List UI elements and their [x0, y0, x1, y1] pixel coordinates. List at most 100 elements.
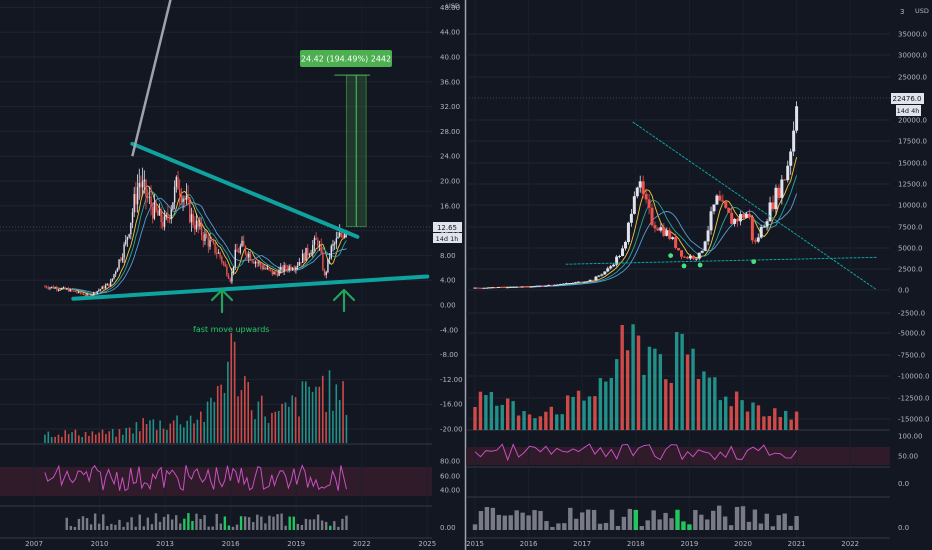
indicator-bar	[716, 505, 722, 530]
indicator-bar	[508, 515, 513, 530]
candle-body	[500, 286, 504, 288]
r-price-axis-label: 0.0	[898, 287, 909, 295]
indicator-bar	[752, 509, 758, 530]
candle-body	[96, 291, 98, 294]
l-time-axis-label: 2016	[222, 540, 240, 548]
l-price-axis-label: 32.00	[440, 103, 460, 111]
candle-body	[606, 268, 610, 272]
candle-body	[62, 287, 65, 289]
candle-body	[703, 241, 707, 251]
volume-bar	[267, 422, 270, 443]
trendline[interactable]	[71, 274, 430, 301]
candle-body	[573, 282, 577, 284]
r-price-axis-label: -15000.0	[898, 416, 929, 424]
indicator-bar	[158, 521, 162, 530]
candle-body	[61, 288, 63, 290]
candle-body	[591, 279, 595, 281]
indicator-bar	[746, 521, 752, 530]
indicator-bar	[219, 523, 223, 530]
candle-body	[109, 281, 112, 287]
candle-body	[330, 245, 332, 258]
volume-bar	[527, 414, 532, 430]
candle-body	[562, 283, 566, 285]
candle-body	[275, 272, 277, 274]
candle-body	[700, 250, 704, 253]
candle-body	[712, 204, 716, 212]
candle-body	[248, 253, 250, 258]
indicator-bar	[227, 525, 231, 530]
candle-body	[523, 286, 527, 288]
trendline[interactable]	[565, 256, 878, 265]
indicator-bar	[304, 518, 308, 530]
candle-body	[290, 265, 292, 270]
volume-bar	[142, 418, 144, 443]
l-time-axis-label: 2025	[418, 540, 436, 548]
r-price-axis-label: 35000.0	[898, 31, 927, 39]
candle-body	[662, 227, 666, 236]
indicator-bar	[627, 508, 633, 530]
r-time-axis-label: 2015	[466, 540, 484, 548]
r-time-axis-label: 2018	[627, 540, 645, 548]
trendline[interactable]	[632, 121, 878, 291]
volume-bar	[473, 406, 477, 430]
candle-body	[227, 275, 230, 279]
candle-body	[295, 267, 297, 270]
candle-body	[318, 244, 321, 246]
l-time-axis-label: 2013	[156, 540, 174, 548]
indicator-bar	[341, 518, 344, 530]
candle-body	[106, 283, 108, 286]
indicator-bar	[794, 516, 799, 530]
candle-body	[212, 240, 215, 243]
l-price-axis-label: -20.00	[440, 426, 463, 434]
candle-body	[214, 242, 216, 253]
candle-body	[141, 181, 144, 188]
candle-body	[697, 252, 701, 259]
volume-bar	[230, 333, 233, 443]
candle-body	[232, 266, 235, 272]
volume-bar	[478, 391, 483, 430]
candle-body	[153, 202, 156, 219]
candle-body	[753, 240, 757, 242]
r-price-axis-label: 30000.0	[898, 52, 927, 60]
indicator-bar	[312, 519, 316, 530]
left-timeframe: 14d 1h	[436, 235, 459, 243]
candle-body	[780, 179, 784, 198]
candle-body	[253, 261, 255, 264]
l-price-axis-label: -16.00	[440, 401, 463, 409]
volume-bar	[484, 395, 488, 430]
indicator-bar	[215, 513, 218, 530]
candle-body	[88, 293, 90, 295]
volume-bar	[274, 411, 277, 443]
candle-body	[114, 271, 117, 275]
indicator-bar	[776, 515, 781, 530]
left-panel: 24.42 (194.49%) 2442 fast move upwards U…	[0, 0, 463, 548]
candle-body	[204, 233, 206, 241]
drawing-line[interactable]	[131, 0, 172, 157]
volume-bar	[625, 350, 630, 430]
candle-body	[344, 233, 346, 238]
candle-body	[783, 179, 787, 181]
volume-bar	[301, 381, 304, 443]
volume-bar	[179, 424, 182, 443]
right-panel: USD 3 35000.0 30000.0 25000.0 20000.0 17500.…	[466, 0, 929, 548]
candle-body	[298, 262, 300, 266]
r-time-axis-label: 2021	[788, 540, 806, 548]
volume-bar	[172, 420, 175, 443]
candle-body	[322, 252, 324, 270]
r-rsi-axis-label: 100.00	[898, 433, 923, 441]
trendline[interactable]	[130, 141, 360, 239]
volume-bar	[186, 420, 189, 443]
volume-bar	[506, 398, 510, 430]
volume-bar	[571, 396, 575, 430]
indicator-bar	[657, 519, 662, 530]
indicator-bar	[788, 525, 793, 530]
candle-body	[564, 283, 568, 285]
candle-body	[473, 287, 477, 289]
indicator-bar	[556, 523, 561, 530]
candle-body	[116, 268, 119, 272]
candle-body	[526, 286, 530, 288]
annotation-fast-move: fast move upwards	[193, 325, 269, 334]
candle-body	[241, 240, 243, 247]
volume-bar	[220, 384, 222, 443]
indicator-bar	[734, 506, 740, 530]
